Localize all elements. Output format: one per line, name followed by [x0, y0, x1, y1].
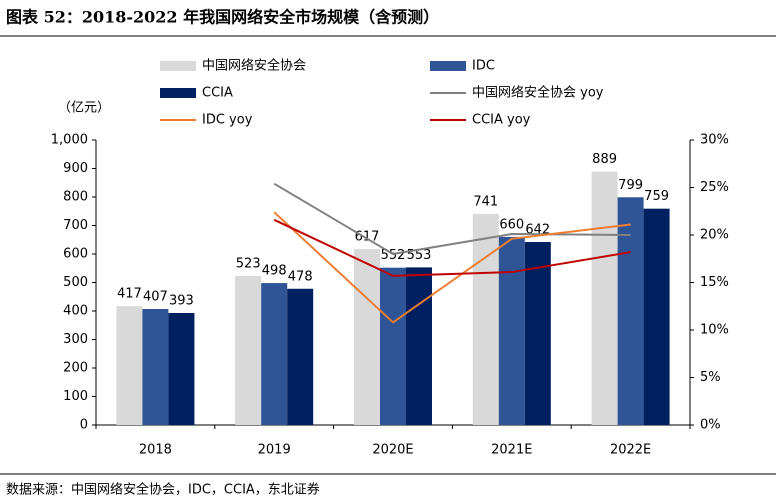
y2-tick-label: 20%	[700, 228, 729, 243]
y-tick-label: 200	[63, 361, 88, 376]
legend-swatch	[160, 61, 196, 71]
y2-tick-label: 25%	[700, 180, 729, 195]
value-label: 498	[262, 264, 287, 279]
value-label: 617	[355, 230, 380, 245]
legend-label: CCIA yoy	[472, 113, 531, 128]
bar	[617, 197, 644, 425]
legend-label: IDC	[472, 59, 495, 74]
y2-tick-label: 30%	[700, 133, 729, 148]
bar	[142, 309, 169, 425]
x-tick-label: 2022E	[610, 443, 651, 458]
bar	[524, 242, 551, 425]
bar	[472, 213, 499, 425]
y-tick-label: 900	[63, 161, 88, 176]
bar	[287, 288, 314, 425]
line	[273, 218, 631, 277]
y-tick-label: 0	[80, 418, 88, 433]
legend-label: 中国网络安全协会 yoy	[472, 85, 604, 101]
y-tick-label: 800	[63, 190, 88, 205]
value-label: 759	[644, 189, 669, 204]
y-tick-label: 700	[63, 218, 88, 233]
value-label: 889	[592, 152, 617, 167]
legend-label: 中国网络安全协会	[202, 58, 306, 74]
value-label: 523	[236, 256, 261, 271]
value-label: 417	[117, 287, 142, 302]
value-label: 741	[473, 194, 498, 209]
y2-tick-label: 10%	[700, 323, 729, 338]
line	[273, 211, 631, 324]
legend-label: IDC yoy	[202, 113, 253, 128]
bar	[235, 275, 262, 425]
legend-label: CCIA	[202, 86, 233, 101]
bar	[498, 236, 525, 425]
legend-swatch	[160, 88, 196, 98]
y2-tick-label: 5%	[700, 370, 721, 385]
value-label: 552	[381, 248, 406, 263]
y-tick-label: 100	[63, 389, 88, 404]
x-tick-label: 2019	[258, 443, 291, 458]
line	[273, 182, 631, 256]
bar	[261, 283, 288, 425]
y2-tick-label: 15%	[700, 275, 729, 290]
value-label: 799	[618, 178, 643, 193]
value-label: 660	[499, 217, 524, 232]
y-tick-label: 500	[63, 275, 88, 290]
bar	[643, 208, 670, 425]
bar	[406, 267, 432, 425]
y-tick-label: 600	[63, 247, 88, 262]
bar	[116, 306, 143, 425]
value-label: 407	[143, 290, 168, 305]
y-tick-label: 400	[63, 304, 88, 319]
value-label: 478	[288, 269, 313, 284]
value-label: 393	[169, 293, 194, 308]
x-tick-label: 2020E	[372, 443, 413, 458]
bar	[168, 312, 195, 425]
y-tick-label: 300	[63, 332, 88, 347]
y-tick-label: 1,000	[51, 133, 88, 148]
chart-title: 图表 52：2018-2022 年我国网络安全市场规模（含预测）	[6, 8, 439, 27]
bar	[380, 267, 406, 425]
bar	[591, 171, 618, 425]
x-tick-label: 2021E	[491, 443, 532, 458]
source-note: 数据来源：中国网络安全协会，IDC，CCIA，东北证券	[6, 482, 320, 498]
x-tick-label: 2018	[139, 443, 172, 458]
y-axis-label: （亿元）	[58, 101, 110, 116]
bar	[354, 249, 380, 425]
legend-swatch	[430, 61, 466, 71]
y2-tick-label: 0%	[700, 418, 721, 433]
